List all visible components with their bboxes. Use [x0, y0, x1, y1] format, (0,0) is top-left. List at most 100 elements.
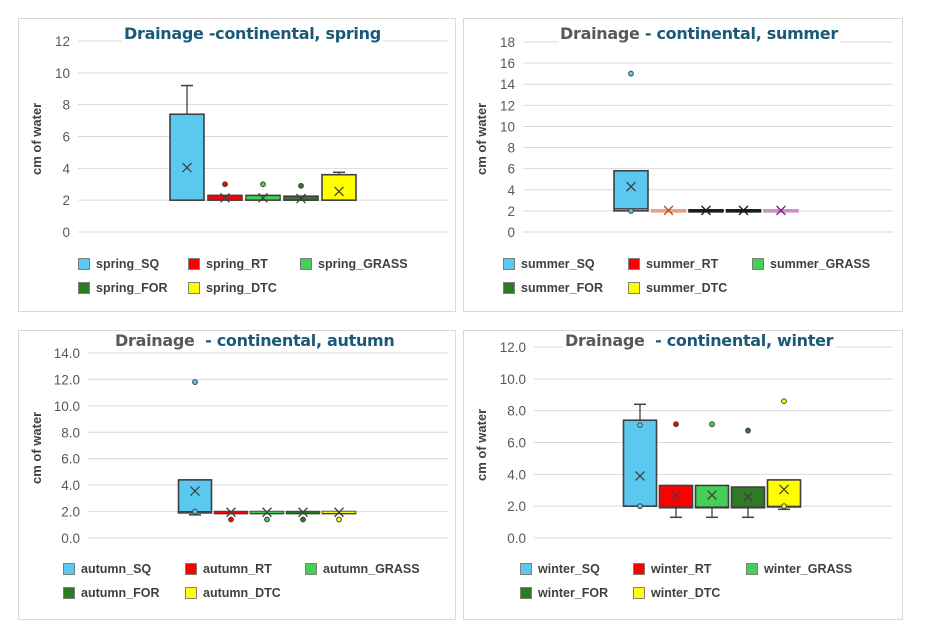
legend-swatch [78, 258, 90, 270]
legend-label: summer_DTC [646, 281, 728, 295]
outlier-point [300, 516, 306, 523]
box-winter_FOR [730, 427, 766, 519]
y-tick-label: 6 [62, 130, 70, 145]
mean-marker [226, 507, 236, 518]
legend-item: winter_RT [633, 562, 711, 576]
y-tick-label: 12.0 [500, 340, 526, 355]
legend-label: winter_DTC [651, 586, 721, 600]
y-tick-label: 0 [507, 225, 515, 240]
legend-label: summer_RT [646, 257, 719, 271]
title-part-2: - continental, winter [655, 331, 834, 350]
mean-marker [182, 162, 192, 173]
legend-label: spring_FOR [96, 281, 168, 295]
mean-marker [296, 193, 306, 204]
y-tick-label: 18 [500, 35, 515, 50]
y-tick-label: 12 [500, 98, 515, 113]
box-autumn_SQ [177, 379, 213, 516]
mean-marker [663, 205, 674, 216]
legend-swatch [520, 587, 532, 599]
legend-item: summer_SQ [503, 257, 595, 271]
legend-label: spring_DTC [206, 281, 277, 295]
legend-label: winter_FOR [538, 586, 609, 600]
legend-item: summer_RT [628, 257, 718, 271]
box-summer_RT [650, 205, 687, 216]
box-winter_DTC [766, 398, 802, 511]
legend-swatch [78, 282, 90, 294]
legend-swatch [185, 563, 197, 575]
legend-item: winter_GRASS [746, 562, 852, 576]
y-tick-label: 6.0 [507, 436, 526, 451]
mean-marker [298, 507, 308, 518]
legend-label: autumn_GRASS [323, 562, 420, 576]
legend-label: autumn_RT [203, 562, 272, 576]
legend-item: winter_SQ [520, 562, 600, 576]
chart-title: Drainage - continental, autumn [113, 331, 397, 350]
box [169, 113, 205, 201]
legend-label: winter_SQ [538, 562, 600, 576]
y-axis-label: cm of water [474, 408, 489, 481]
y-tick-label: 10 [500, 119, 515, 134]
box-spring_FOR [283, 182, 319, 204]
legend-item: spring_FOR [78, 281, 168, 295]
y-tick-label: 8 [507, 141, 515, 156]
outlier-point [745, 427, 751, 434]
legend-item: winter_DTC [633, 586, 720, 600]
legend-item: summer_DTC [628, 281, 727, 295]
box-winter_SQ [622, 403, 658, 510]
box-autumn_GRASS [249, 507, 285, 523]
mean-marker [626, 181, 636, 192]
y-tick-label: 0.0 [61, 531, 80, 546]
legend-swatch [746, 563, 758, 575]
mean-marker [707, 490, 717, 500]
legend-item: spring_RT [188, 257, 268, 271]
y-tick-label: 14 [500, 77, 516, 92]
y-tick-label: 4 [62, 161, 70, 176]
mean-marker [701, 205, 711, 216]
y-tick-label: 10.0 [500, 372, 526, 387]
box-spring_GRASS [245, 181, 281, 203]
y-tick-label: 2.0 [61, 505, 80, 520]
legend-swatch [633, 563, 645, 575]
y-tick-label: 10.0 [54, 399, 80, 414]
outlier-point [637, 422, 643, 428]
mean-marker [743, 491, 753, 502]
box-winter_GRASS [694, 421, 730, 519]
mean-marker [262, 507, 272, 518]
y-tick-label: 14.0 [54, 346, 80, 361]
legend-item: spring_SQ [78, 257, 159, 271]
outlier-point [192, 508, 198, 515]
y-tick-label: 6.0 [61, 452, 80, 467]
outlier-point [628, 70, 634, 77]
y-tick-label: 12 [55, 34, 70, 49]
y-tick-label: 2 [507, 204, 515, 219]
legend-item: autumn_RT [185, 562, 272, 576]
box-summer_FOR [725, 205, 762, 216]
box-spring_DTC [321, 171, 357, 201]
outlier-point [298, 182, 304, 189]
box-summer_GRASS [688, 205, 724, 216]
box [694, 484, 730, 509]
legend-label: autumn_DTC [203, 586, 281, 600]
box-autumn_DTC [321, 507, 357, 523]
legend-swatch [188, 282, 200, 294]
legend-label: autumn_FOR [81, 586, 160, 600]
legend-item: autumn_FOR [63, 586, 159, 600]
legend-swatch [503, 282, 515, 294]
legend-swatch [185, 587, 197, 599]
y-tick-label: 8.0 [61, 425, 80, 440]
box-spring_SQ [169, 84, 205, 201]
legend-label: spring_RT [206, 257, 268, 271]
y-tick-label: 4 [507, 183, 515, 198]
legend-label: spring_SQ [96, 257, 160, 271]
chart-panel [18, 18, 456, 312]
legend-label: winter_RT [651, 562, 712, 576]
chart-title: Drainage - continental, winter [563, 331, 836, 350]
outlier-point [228, 516, 234, 523]
mean-marker [220, 192, 230, 203]
legend-item: spring_GRASS [300, 257, 408, 271]
mean-marker [776, 205, 786, 216]
mean-marker [334, 507, 344, 518]
legend-swatch [628, 282, 640, 294]
